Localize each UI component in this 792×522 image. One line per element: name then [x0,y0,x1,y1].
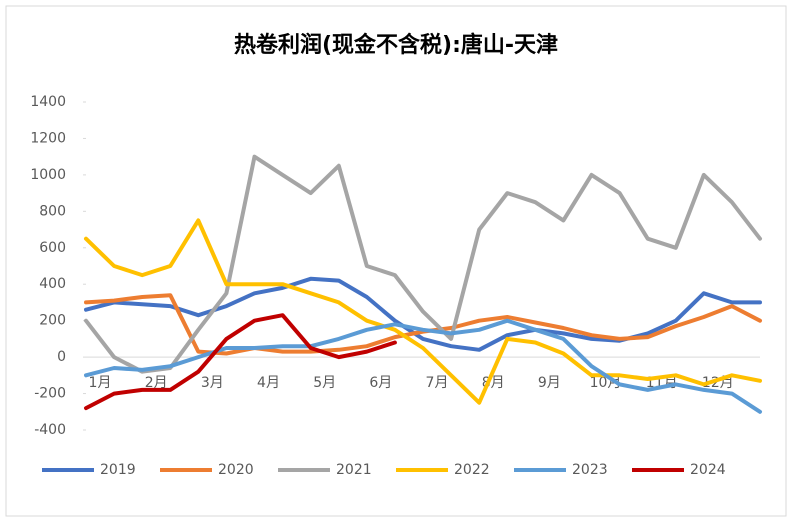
y-tick-label: 200 [39,313,66,329]
series-line [84,276,762,352]
y-tick-label: -200 [34,386,66,402]
y-tick-label: 1200 [30,130,66,146]
legend-label: 2021 [336,462,372,478]
y-tick-label: 1000 [30,167,66,183]
x-tick-label: 1月 [89,375,112,391]
legend-label: 2023 [572,462,608,478]
legend-label: 2024 [690,462,726,478]
y-tick-label: 600 [39,240,66,256]
x-tick-label: 4月 [257,375,280,391]
y-tick-label: 400 [39,276,66,292]
legend-label: 2020 [218,462,254,478]
legend-label: 2022 [454,462,490,478]
y-tick-label: 800 [39,203,66,219]
series-line [84,154,762,374]
chart-title: 热卷利润(现金不含税):唐山-天津 [234,32,558,58]
legend-label: 2019 [100,462,136,478]
y-tick-label: -400 [34,422,66,438]
x-tick-label: 2月 [145,375,168,391]
x-tick-label: 6月 [369,375,392,391]
chart-border [5,5,787,517]
x-tick-label: 5月 [313,375,336,391]
y-tick-label: 1400 [30,94,66,110]
x-tick-label: 3月 [201,375,224,391]
y-tick-label: 0 [57,349,66,365]
series-line [84,313,397,411]
series-line [84,218,762,405]
x-tick-label: 7月 [426,375,449,391]
x-tick-label: 9月 [538,375,561,391]
series-line [84,318,762,414]
